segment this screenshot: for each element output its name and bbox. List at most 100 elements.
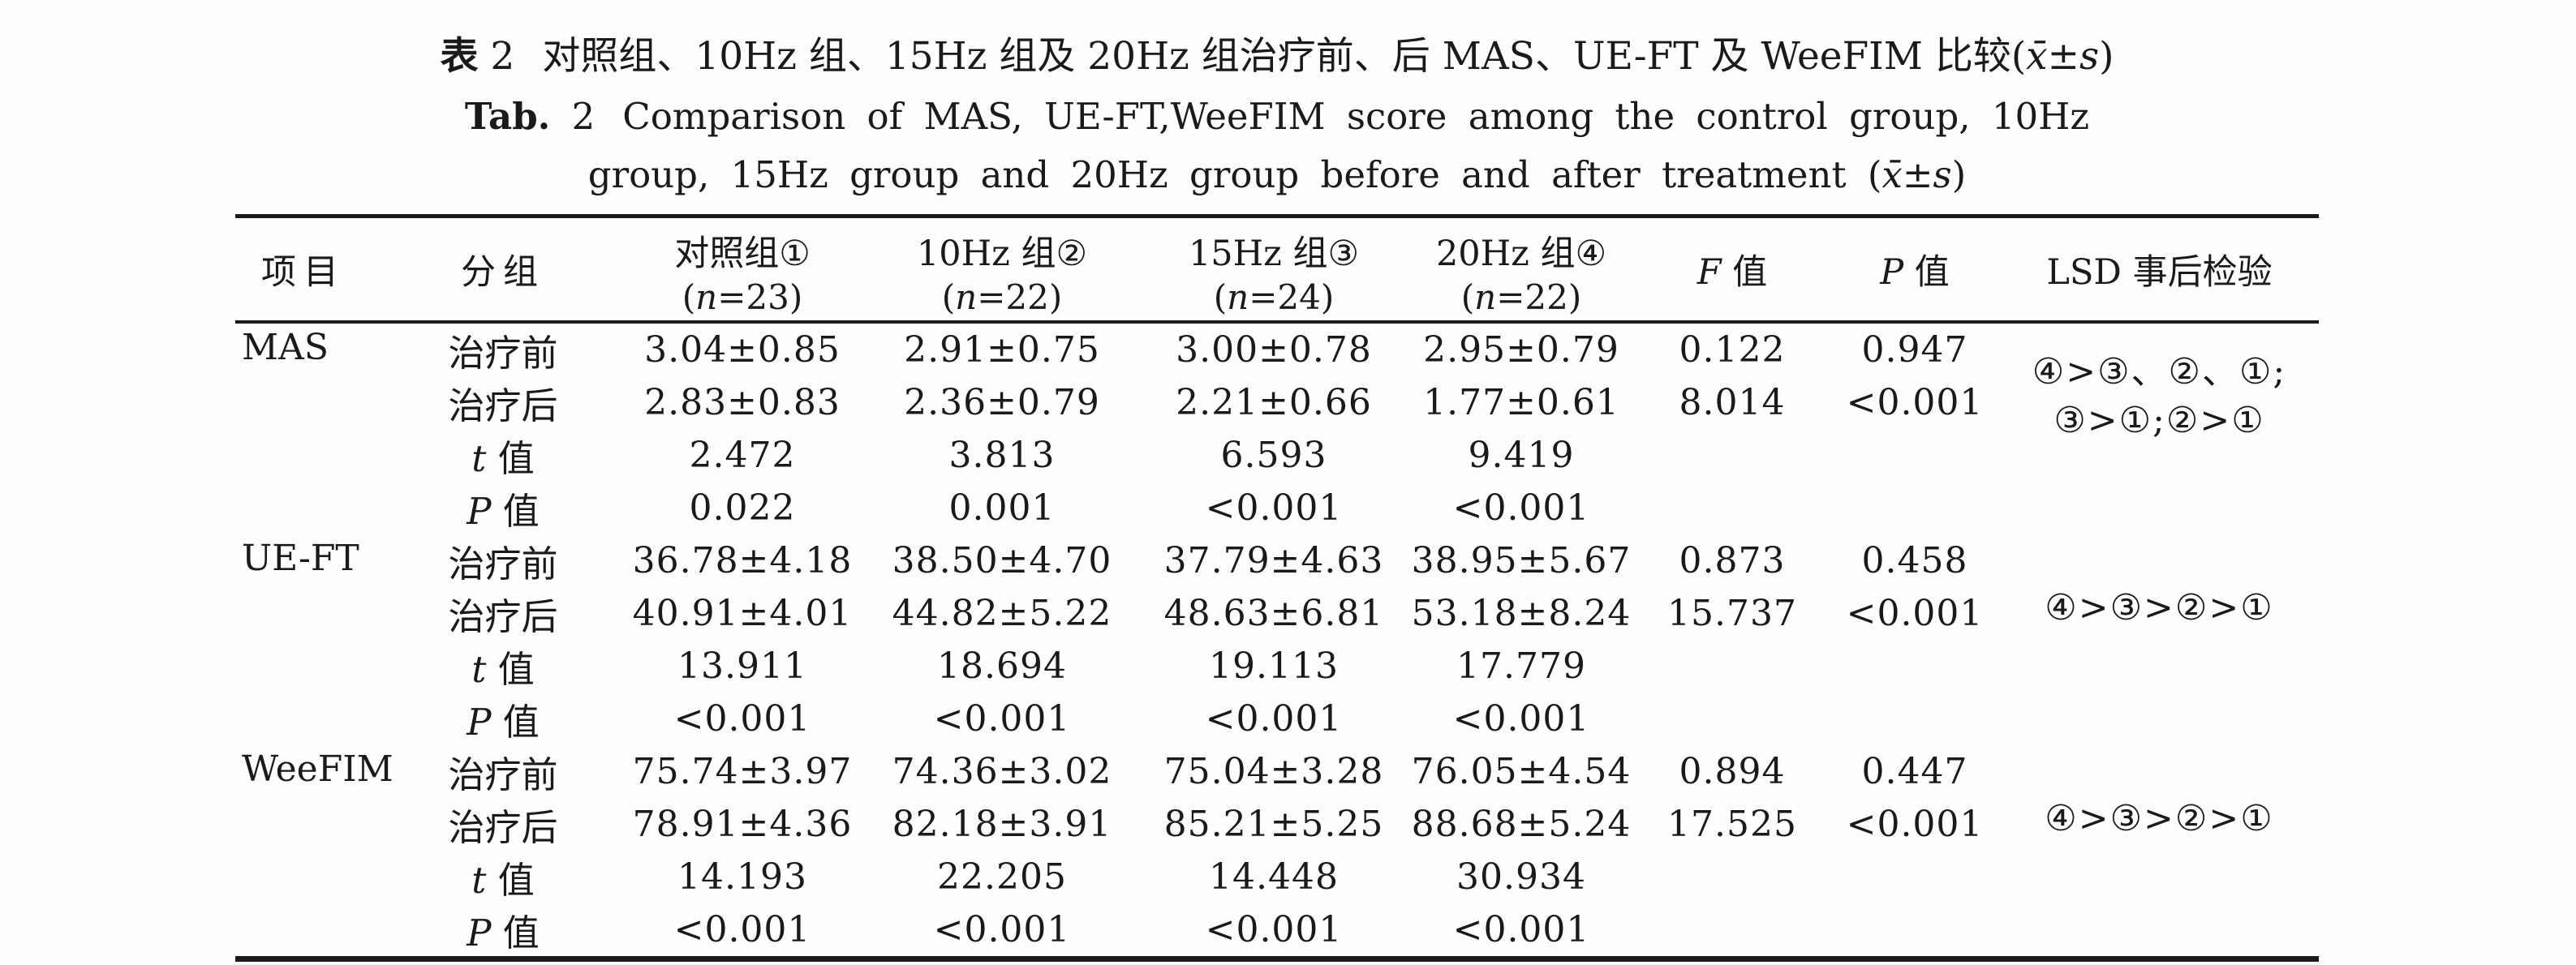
row-label: t 值 [385,640,621,693]
row-label-italic: P [467,700,492,744]
caption-zh-text: 对照组、10Hz 组、15Hz 组及 20Hz 组治疗前、后 MAS、UE-FT… [542,34,2027,79]
caption-en-text2: group, 15Hz group and 20Hz group before … [587,153,1882,196]
value-cell: 3.00±0.78 [1176,328,1372,371]
value-cell: 48.63±6.81 [1163,592,1384,634]
row-label: 治疗后 [385,798,621,851]
group-n: (n=23) [621,277,864,319]
p-label: 值 [1903,251,1950,293]
table-caption: 表 2 对照组、10Hz 组、15Hz 组及 20Hz 组治疗前、后 MAS、UE… [235,26,2319,204]
row-label: 治疗后 [385,376,621,429]
row-label-italic: P [467,489,492,533]
col-header-group-label: 分组 [461,251,545,293]
table-row: MAS 治疗前 3.04±0.85 2.91±0.75 3.00±0.78 2.… [235,322,2319,441]
value-cell: <0.001 [1452,487,1590,529]
col-header-15hz-group: 15Hz 组③ (n=24) [1140,216,1408,324]
value-cell: 2.472 [689,434,796,476]
value-cell: 38.50±4.70 [892,539,1112,581]
row-label-text: 治疗后 [448,384,558,427]
value-cell: 85.21±5.25 [1163,803,1384,845]
f-value-cell [1635,482,1830,534]
lsd-label: LSD 事后检验 [2046,251,2273,293]
p-value-cell [1830,429,2000,482]
value-cell: 22.205 [937,856,1067,898]
p-value-cell: 0.947 [1861,328,1968,371]
value-cell: 0.001 [948,487,1056,529]
group-n: (n=22) [1408,277,1635,319]
lsd-result-line: ③>①;②>① [2053,399,2265,441]
caption-zh-table-label: 表 [440,34,479,79]
paren: ( [682,277,696,317]
value-cell: 75.04±3.28 [1163,750,1384,792]
value-cell: 44.82±5.22 [892,592,1112,634]
n-var: n [955,277,978,317]
value-cell: <0.001 [933,908,1071,950]
row-label: 治疗后 [385,587,621,640]
value-cell: <0.001 [933,697,1071,740]
p-value-cell: 0.447 [1861,750,1968,792]
col-header-10hz-group: 10Hz 组② (n=22) [864,216,1140,324]
group-name: 10Hz 组② [916,233,1088,274]
paren: ( [1460,277,1475,317]
value-cell: 13.911 [677,645,807,687]
caption-en-stat-notation: x̄±s [1881,153,1952,196]
f-value-cell: 0.894 [1679,750,1786,792]
value-cell: <0.001 [1205,487,1343,529]
group-name: 对照组① [674,233,811,274]
p-value-cell [1830,482,2000,534]
table-row: t 值 13.911 18.694 19.113 17.779 [235,640,2319,693]
row-label-text: 治疗前 [448,753,558,796]
value-cell: 17.779 [1456,645,1586,687]
col-header-p-value: P 值 [1830,216,2000,324]
value-cell: <0.001 [1205,697,1343,740]
n-var: n [1227,277,1249,317]
value-cell: 3.813 [948,434,1056,476]
table-row: t 值 14.193 22.205 14.448 30.934 [235,851,2319,903]
f-value-cell [1635,429,1830,482]
row-label-text: 值 [491,489,540,533]
table-row: 治疗后 2.83±0.83 2.36±0.79 2.21±0.66 1.77±0… [235,376,2319,429]
col-header-item-label: 项目 [261,251,346,293]
value-cell: 0.022 [689,487,796,529]
row-label: 治疗前 [385,534,621,587]
value-cell: <0.001 [1452,697,1590,740]
group-name: 20Hz 组④ [1435,233,1607,274]
value-cell: 2.83±0.83 [644,381,841,423]
value-cell: 2.95±0.79 [1423,328,1619,371]
table-row: P 值 <0.001 <0.001 <0.001 <0.001 [235,693,2319,745]
f-label: 值 [1721,251,1768,293]
value-cell: 3.04±0.85 [644,328,841,371]
comparison-table-wrap: 项目 分组 对照组① (n=23) 10Hz 组② (n=22) 15Hz 组③… [235,214,2319,962]
value-cell: 19.113 [1209,645,1339,687]
col-header-f-value: F 值 [1635,216,1830,324]
value-cell: 75.74±3.97 [632,750,853,792]
caption-en-line2: group, 15Hz group and 20Hz group before … [235,146,2319,204]
row-label-text: 值 [486,858,535,902]
f-value-cell: 0.122 [1679,328,1786,371]
value-cell: 2.36±0.79 [904,381,1100,423]
row-label: P 值 [385,693,621,745]
value-cell: 40.91±4.01 [632,592,853,634]
caption-zh: 表 2 对照组、10Hz 组、15Hz 组及 20Hz 组治疗前、后 MAS、UE… [235,26,2319,88]
p-value-cell: 0.458 [1861,539,1968,581]
row-label-italic: P [467,911,492,954]
f-value-cell: 8.014 [1679,381,1786,423]
item-label-weefim: WeeFIM [242,748,393,790]
value-cell: 14.448 [1209,856,1339,898]
group-n: (n=22) [864,277,1140,319]
value-cell: 2.91±0.75 [904,328,1100,371]
value-cell: <0.001 [1205,908,1343,950]
group-name: 15Hz 组③ [1188,233,1360,274]
col-header-group: 分组 [385,216,621,324]
p-value-cell: <0.001 [1846,381,1984,423]
value-cell: 14.193 [677,856,807,898]
lsd-cell: ④>③、②、①; ③>①;②>① [2000,322,2319,534]
p-value-cell: <0.001 [1846,803,1984,845]
item-label-ueft: UE-FT [242,537,359,579]
n-var: n [695,277,718,317]
table-row: 治疗后 78.91±4.36 82.18±3.91 85.21±5.25 88.… [235,798,2319,851]
f-value-cell [1635,640,1830,693]
group-n: (n=24) [1140,277,1408,319]
row-label-text: 治疗后 [448,594,558,638]
caption-zh-close-paren: ) [2099,34,2114,79]
value-cell: 53.18±8.24 [1411,592,1632,634]
